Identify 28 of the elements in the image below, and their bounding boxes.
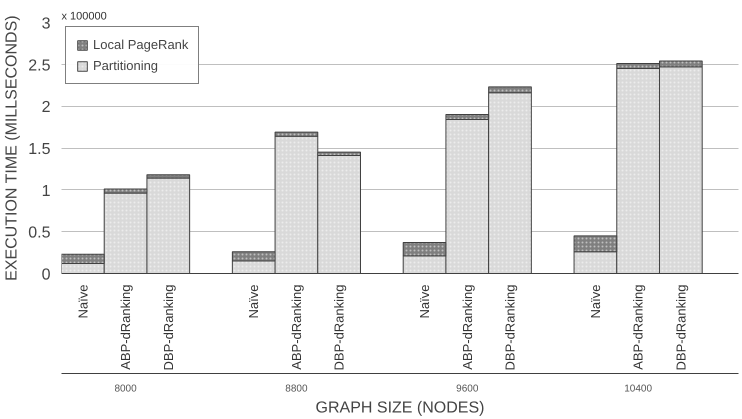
y-tick-label: 2 <box>42 99 51 116</box>
text: x 100000 <box>62 10 107 22</box>
y-tick-label: 3 <box>42 16 51 32</box>
x-tick-label: ABP-dRanking <box>630 284 646 370</box>
y-tick-label: 0.5 <box>28 224 51 242</box>
y-tick-label: 2.5 <box>28 57 51 74</box>
y-tick-label: 0 <box>42 266 51 284</box>
x-tick-label: DBP-dRanking <box>502 284 518 370</box>
x-tick-label: DBP-dRanking <box>160 284 176 370</box>
x-tick-label: Naïve <box>417 284 432 318</box>
x-tick-label: ABP-dRanking <box>288 284 304 370</box>
y-axis-title: EXECUTION TIME (MILLSECONDS) <box>3 15 20 281</box>
y-tick-label: 1.5 <box>28 141 51 158</box>
x-tick-label: ABP-dRanking <box>460 284 475 370</box>
x-tick-label: Naïve <box>75 284 90 318</box>
x-tick-label: DBP-dRanking <box>673 284 688 370</box>
x-tick-label: Naïve <box>246 284 262 318</box>
x-tick-label: ABP-dRanking <box>118 284 134 370</box>
x-tick-label: DBP-dRanking <box>332 284 347 370</box>
legend-label: Local PageRank <box>93 37 188 52</box>
text: 9600 <box>456 384 479 394</box>
legend-label: Partitioning <box>93 58 158 73</box>
text: 8000 <box>114 384 138 394</box>
text: 8800 <box>285 384 308 394</box>
x-axis-title: GRAPH SIZE (NODES) <box>316 400 484 416</box>
text: 10400 <box>624 384 652 394</box>
y-tick-label: 1 <box>42 182 51 200</box>
x-tick-label: Naïve <box>588 284 603 318</box>
